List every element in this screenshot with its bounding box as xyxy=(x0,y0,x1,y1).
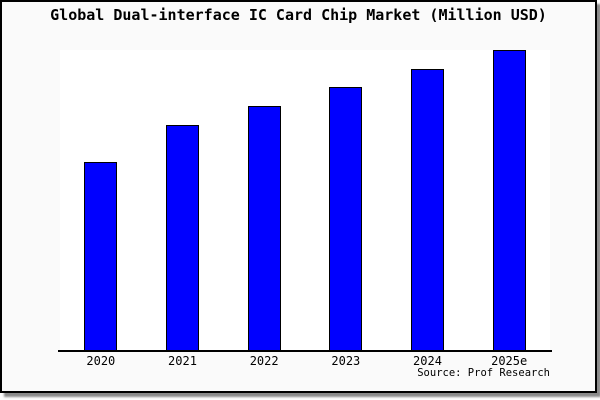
x-tick-label-2023: 2023 xyxy=(331,354,361,368)
bar-2021 xyxy=(166,125,199,350)
bar-2020 xyxy=(84,162,118,350)
bar-2024 xyxy=(411,69,444,350)
x-tick-label-2025e: 2025e xyxy=(491,354,528,368)
bar-2025e xyxy=(492,50,526,350)
x-tick-label-2020: 2020 xyxy=(86,354,116,368)
chart-title: Global Dual-interface IC Card Chip Marke… xyxy=(50,6,547,24)
bar-2022 xyxy=(247,106,281,350)
x-tick-label-2022: 2022 xyxy=(249,354,279,368)
source-note: Source: Prof Research xyxy=(417,367,550,379)
chart-container: Global Dual-interface IC Card Chip Marke… xyxy=(0,0,597,393)
plot-area xyxy=(60,50,550,350)
bar-2023 xyxy=(329,87,363,350)
x-tick-label-2021: 2021 xyxy=(168,354,197,368)
x-tick-label-2024: 2024 xyxy=(413,354,442,368)
x-axis-labels: 2020 2021 2022 2023 2024 2025e xyxy=(60,354,550,368)
x-axis-line xyxy=(58,350,552,352)
